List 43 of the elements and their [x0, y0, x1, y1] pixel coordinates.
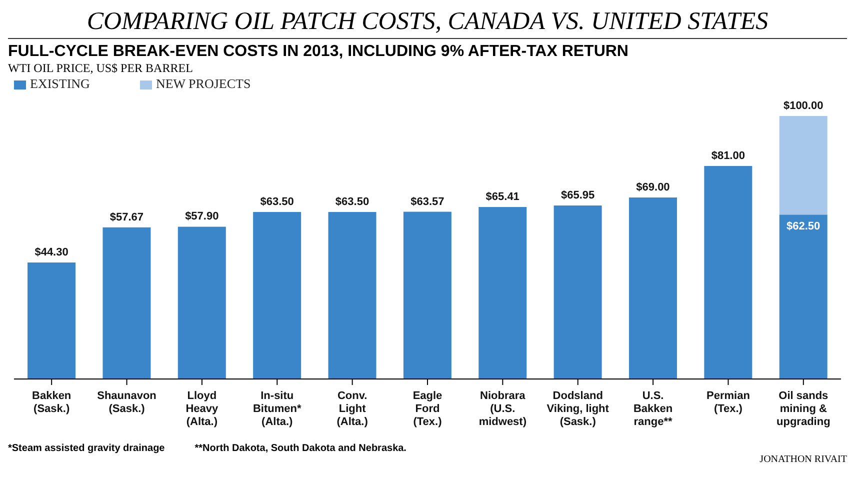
- data-label: $57.67: [110, 211, 144, 224]
- data-label: $65.41: [486, 190, 520, 203]
- bar: [102, 227, 151, 379]
- x-tick-label: Dodsland Viking, light (Sask.): [546, 390, 610, 428]
- data-label: $62.50: [786, 220, 820, 233]
- chart-title: COMPARING OIL PATCH COSTS, CANADA VS. UNITED STATES: [8, 8, 847, 39]
- text: *Steam assisted gravity drainage: [8, 443, 165, 454]
- bar: [178, 226, 226, 379]
- bar: [28, 262, 76, 379]
- bar: [403, 212, 452, 379]
- data-label: $63.57: [410, 196, 444, 208]
- data-label: $44.30: [34, 246, 68, 258]
- total-label: $100.00: [783, 100, 824, 112]
- legend-label: NEW PROJECTS: [156, 76, 251, 91]
- x-tick-label: Shaunavon (Sask.): [97, 390, 157, 415]
- text: JONATHON RIVAIT: [758, 454, 847, 465]
- x-tick-label: In-situ Bitumen* (Alta.): [252, 390, 302, 428]
- data-label: $63.50: [335, 196, 370, 208]
- data-label: $63.50: [260, 196, 294, 208]
- data-label: $57.90: [185, 210, 219, 223]
- x-tick-label: Oil sands mining & upgrading: [776, 390, 830, 428]
- bar: [779, 116, 828, 215]
- x-tick-label: U.S. Bakken range**: [633, 390, 674, 428]
- bar: [704, 166, 752, 379]
- y-axis-title: WTI OIL PRICE, US$ PER BARREL: [8, 61, 194, 76]
- data-label: $69.00: [636, 182, 670, 194]
- x-tick-label: Eagle Ford (Tex.): [412, 390, 442, 428]
- x-tick-label: Bakken (Sask.): [32, 390, 72, 415]
- x-tick-label: Conv. Light (Alta.): [336, 390, 368, 428]
- bar: [554, 206, 602, 379]
- chart-subtitle: FULL-CYCLE BREAK-EVEN COSTS IN 2013, INCLUDING 9% AFTER-TAX RETURN: [8, 43, 630, 61]
- x-tick-label: Niobrara (U.S. midwest): [478, 390, 527, 428]
- bar: [478, 206, 527, 379]
- data-label: $65.95: [560, 190, 595, 202]
- x-tick-label: Permian (Tex.): [706, 390, 750, 415]
- bar: [328, 212, 376, 379]
- legend-label: EXISTING: [30, 76, 90, 91]
- bar: [628, 198, 677, 379]
- bar: [779, 214, 828, 379]
- x-tick-label: Lloyd Heavy (Alta.): [186, 390, 220, 428]
- text: **North Dakota, South Dakota and Nebraska.: [194, 443, 406, 454]
- data-label: $81.00: [711, 150, 745, 162]
- bar: [253, 212, 302, 379]
